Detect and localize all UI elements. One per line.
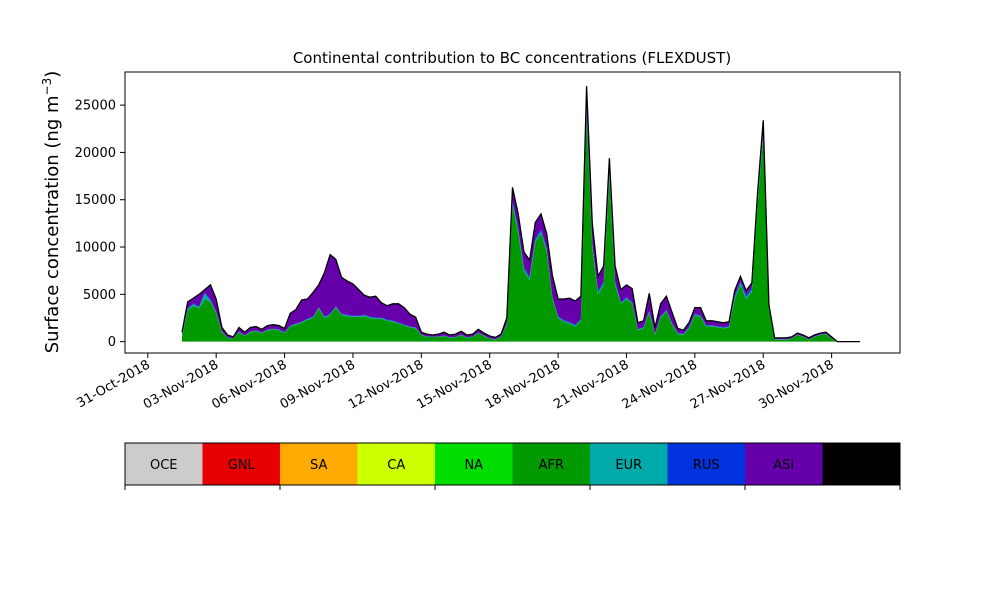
area-series-group: [181, 86, 861, 342]
legend-label-asi: ASI: [773, 458, 794, 473]
y-axis-label-main: Surface concentration (ng m: [42, 95, 63, 353]
legend: OCE GNL SA CA NA AFR EUR RUS ASI AUS: [124, 442, 901, 490]
legend-label-na: NA: [464, 458, 483, 473]
legend-label-aus: AUS: [848, 458, 875, 473]
legend-label-eur: EUR: [615, 458, 642, 473]
legend-label-oce: OCE: [150, 458, 178, 473]
x-tick-label: 12-Nov-2018: [346, 357, 426, 412]
legend-swatch-ca: [357, 443, 436, 485]
x-tick-label: 30-Nov-2018: [756, 357, 836, 412]
legend-swatch-aus: [822, 443, 901, 485]
legend-swatch-rus: [667, 443, 746, 485]
x-tick-label: 21-Nov-2018: [551, 357, 631, 412]
legend-swatch-eur: [590, 443, 668, 485]
y-tick-label: 25000: [75, 99, 116, 114]
x-axis: 31-Oct-201803-Nov-201806-Nov-201809-Nov-…: [74, 353, 837, 412]
legend-swatch-sa: [280, 443, 358, 485]
legend-swatch-na: [435, 443, 513, 485]
chart-title: Continental contribution to BC concentra…: [293, 49, 731, 67]
legend-label-sa: SA: [310, 458, 327, 473]
y-tick-label: 10000: [75, 241, 116, 256]
x-tick-label: 03-Nov-2018: [141, 357, 221, 412]
legend-label-rus: RUS: [693, 458, 720, 473]
y-tick-label: 5000: [83, 288, 116, 303]
legend-frame: [124, 442, 901, 486]
x-tick-label: 24-Nov-2018: [620, 357, 700, 412]
legend-swatch-asi: [745, 443, 823, 485]
legend-swatch-oce: [125, 443, 203, 485]
legend-swatch-gnl: [202, 443, 281, 485]
x-tick-label: 27-Nov-2018: [688, 357, 768, 412]
x-tick-label: 18-Nov-2018: [483, 357, 563, 412]
x-tick-label: 09-Nov-2018: [278, 357, 358, 412]
legend-label-afr: AFR: [539, 458, 564, 473]
y-tick-label: 20000: [75, 146, 116, 161]
y-axis-label-close: ): [42, 71, 63, 78]
y-axis: 0 5000 10000 15000 20000 25000: [75, 99, 125, 350]
x-tick-label: 31-Oct-2018: [74, 357, 152, 411]
area-afr: [181, 114, 861, 342]
y-tick-label: 15000: [75, 193, 116, 208]
x-tick-label: 06-Nov-2018: [209, 357, 289, 412]
y-axis-label: Surface concentration (ng m−3): [40, 71, 63, 354]
y-tick-label: 0: [108, 335, 116, 350]
legend-swatch-afr: [512, 443, 591, 485]
x-tick-label: 15-Nov-2018: [414, 357, 494, 412]
y-axis-label-superscript: −3: [40, 78, 54, 96]
legend-label-ca: CA: [387, 458, 405, 473]
legend-label-gnl: GNL: [228, 458, 256, 473]
total-outline: [181, 86, 861, 343]
plot-frame: [124, 71, 901, 354]
